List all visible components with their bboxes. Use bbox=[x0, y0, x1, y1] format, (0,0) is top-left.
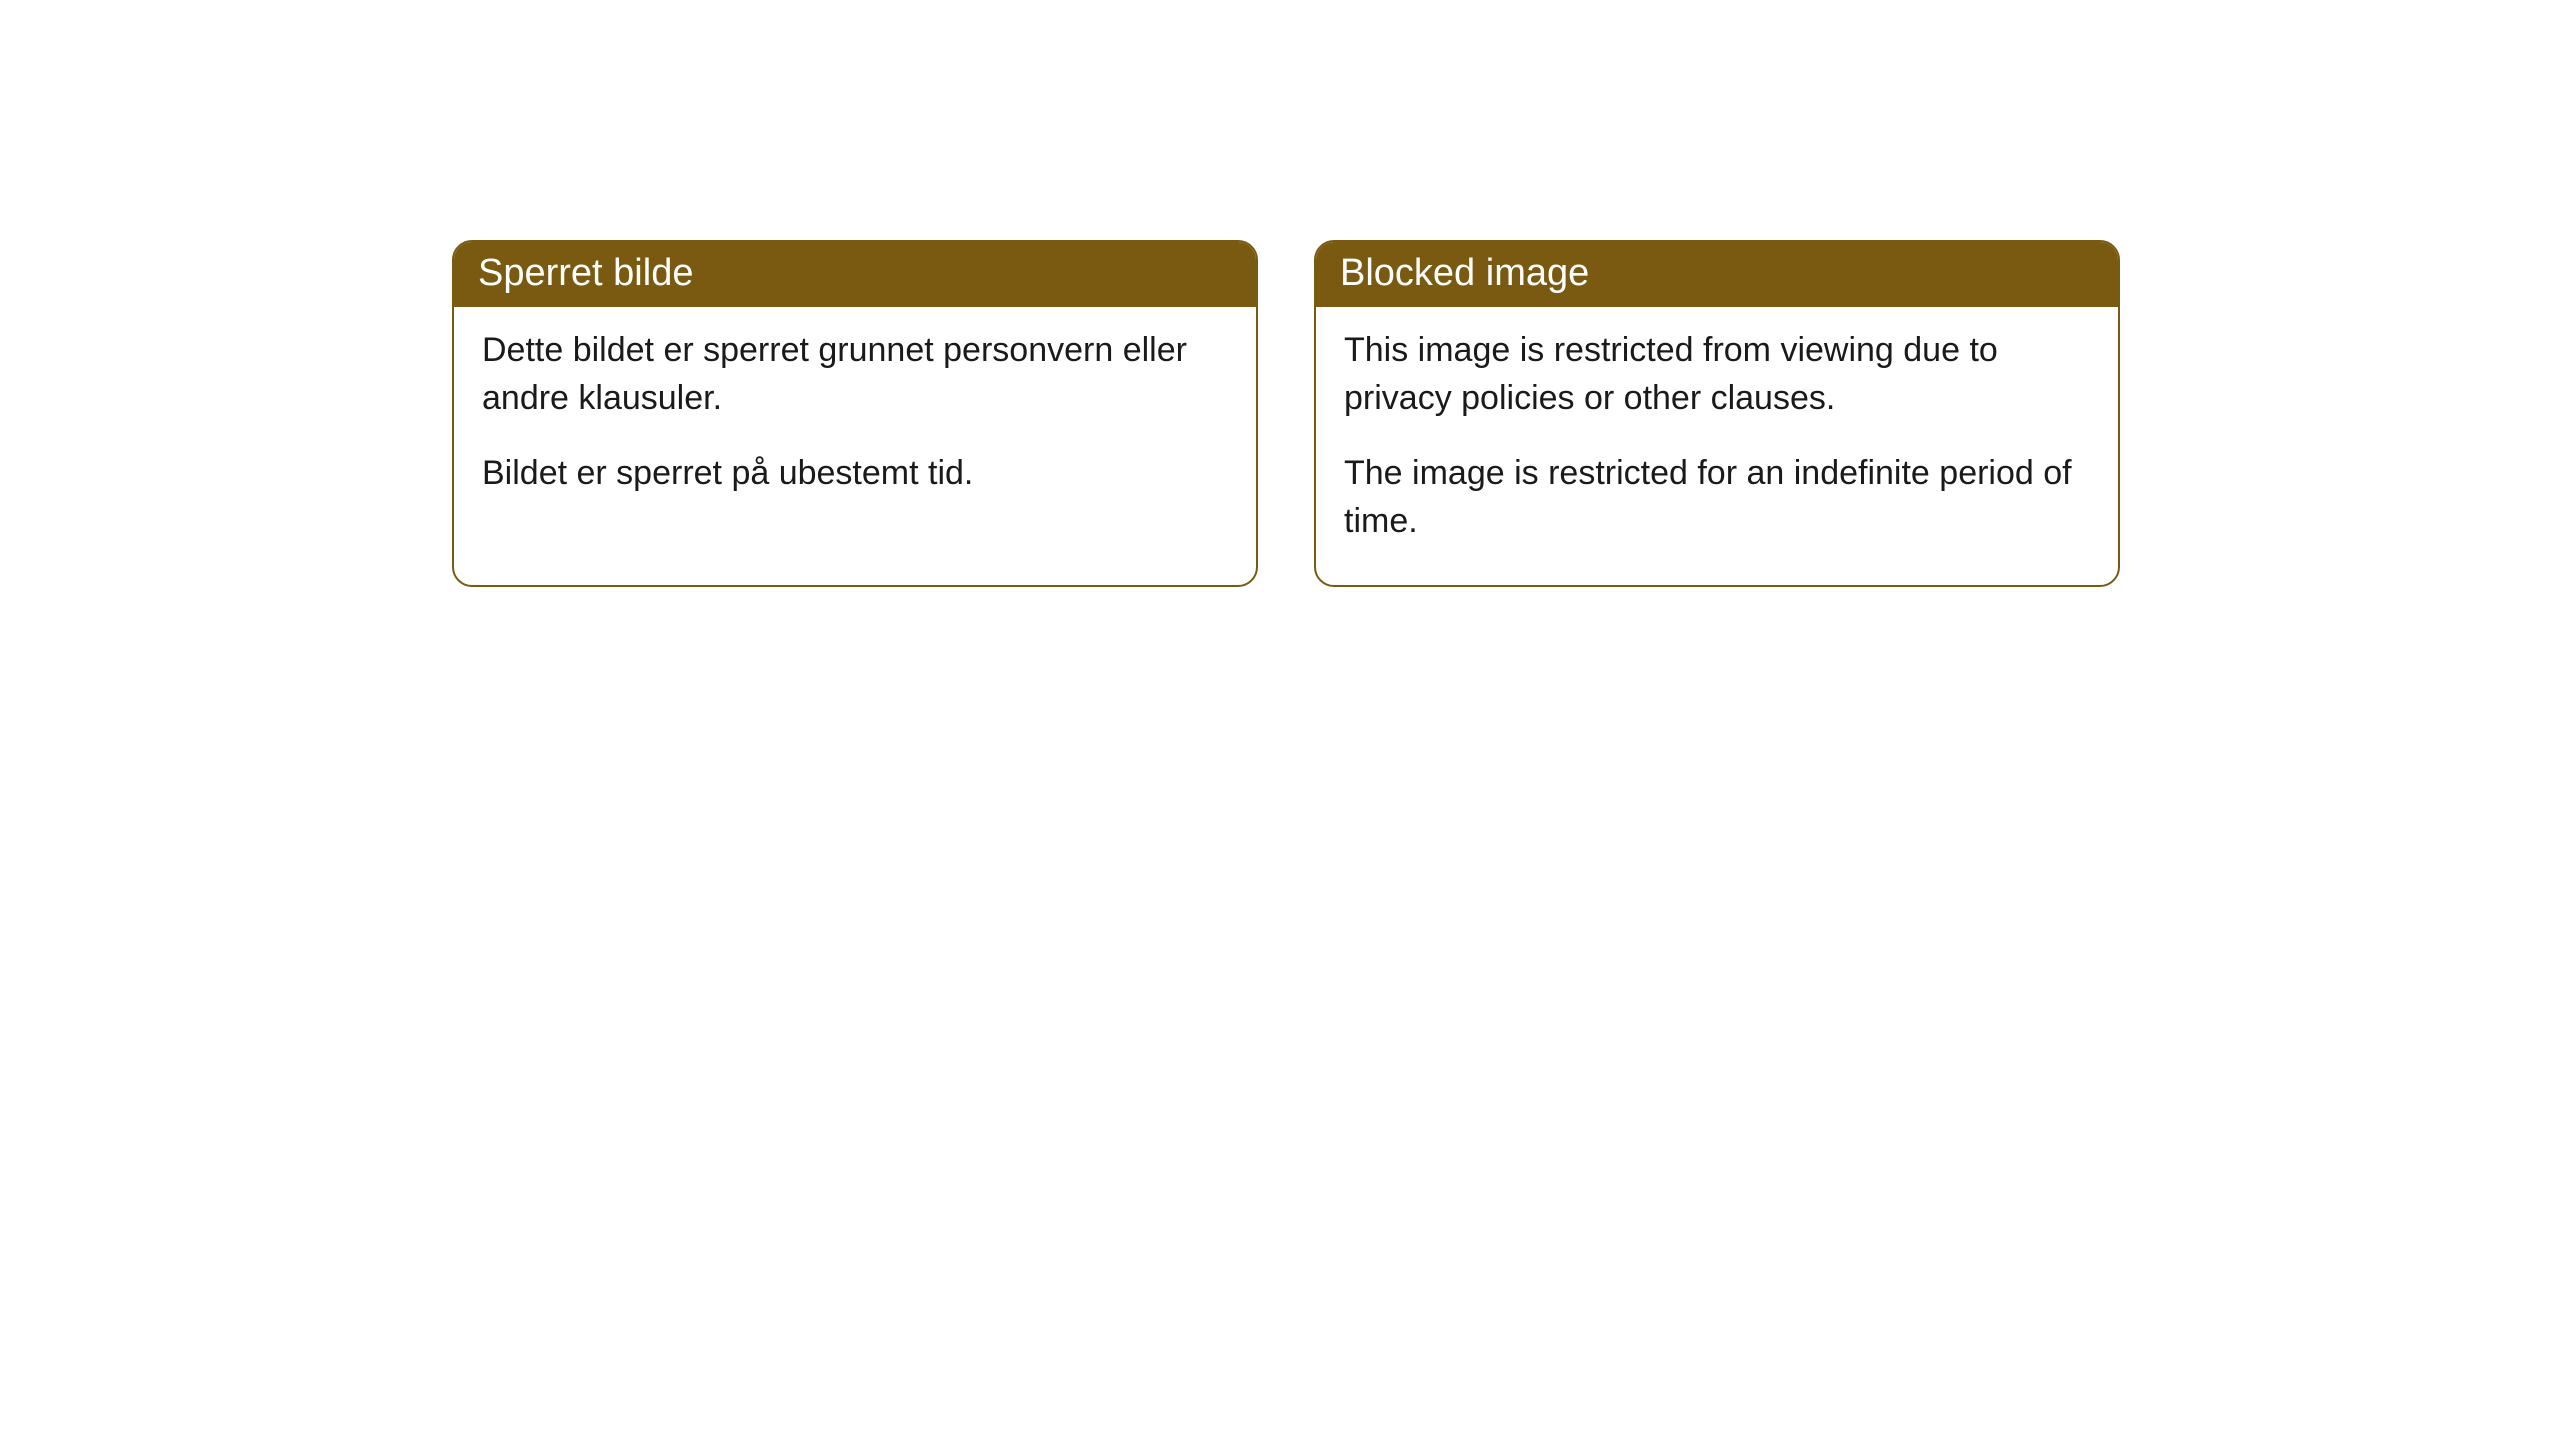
notice-header: Sperret bilde bbox=[454, 242, 1256, 307]
notice-paragraph: The image is restricted for an indefinit… bbox=[1344, 450, 2090, 545]
notice-header: Blocked image bbox=[1316, 242, 2118, 307]
notice-title: Blocked image bbox=[1340, 252, 1589, 294]
notice-body: Dette bildet er sperret grunnet personve… bbox=[454, 307, 1256, 538]
notice-container: Sperret bilde Dette bildet er sperret gr… bbox=[452, 240, 2120, 587]
notice-title: Sperret bilde bbox=[478, 252, 693, 294]
notice-paragraph: Bildet er sperret på ubestemt tid. bbox=[482, 450, 1228, 498]
notice-body: This image is restricted from viewing du… bbox=[1316, 307, 2118, 585]
notice-card-english: Blocked image This image is restricted f… bbox=[1314, 240, 2120, 587]
notice-paragraph: This image is restricted from viewing du… bbox=[1344, 327, 2090, 422]
notice-paragraph: Dette bildet er sperret grunnet personve… bbox=[482, 327, 1228, 422]
notice-card-norwegian: Sperret bilde Dette bildet er sperret gr… bbox=[452, 240, 1258, 587]
